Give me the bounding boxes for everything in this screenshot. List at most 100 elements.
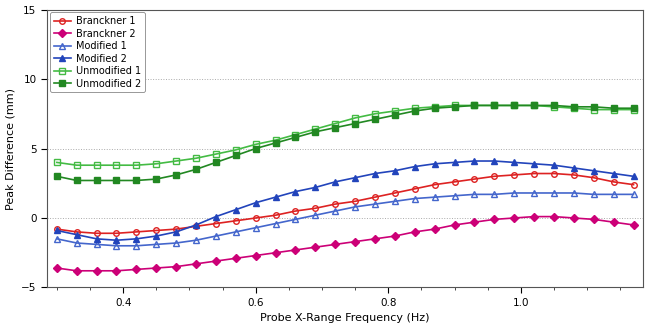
- Y-axis label: Peak Difference (mm): Peak Difference (mm): [6, 88, 16, 210]
- Branckner 1: [212, 221, 220, 225]
- Modified 1: [570, 191, 578, 195]
- Branckner 2: [550, 215, 558, 218]
- Unmodified 1: [590, 108, 598, 112]
- Branckner 1: [491, 174, 498, 178]
- Branckner 2: [312, 245, 319, 249]
- Unmodified 1: [113, 163, 121, 167]
- Unmodified 2: [291, 136, 299, 139]
- Branckner 1: [431, 183, 439, 187]
- Unmodified 1: [232, 148, 239, 152]
- Unmodified 1: [570, 106, 578, 110]
- Line: Modified 2: Modified 2: [54, 158, 636, 243]
- Unmodified 1: [53, 161, 61, 164]
- Unmodified 1: [471, 103, 478, 107]
- Unmodified 2: [212, 161, 220, 164]
- Branckner 1: [609, 180, 617, 184]
- Branckner 1: [351, 199, 359, 203]
- Branckner 2: [371, 237, 379, 241]
- Modified 2: [530, 162, 538, 166]
- Unmodified 2: [272, 141, 280, 145]
- Legend: Branckner 1, Branckner 2, Modified 1, Modified 2, Unmodified 1, Unmodified 2: Branckner 1, Branckner 2, Modified 1, Mo…: [50, 13, 145, 92]
- Unmodified 2: [53, 174, 61, 178]
- Modified 2: [411, 164, 419, 168]
- Branckner 1: [192, 224, 200, 228]
- Modified 2: [113, 238, 121, 242]
- Branckner 1: [530, 171, 538, 175]
- Unmodified 2: [391, 113, 398, 117]
- Modified 1: [113, 244, 121, 248]
- Modified 1: [530, 191, 538, 195]
- Unmodified 1: [411, 106, 419, 110]
- Branckner 2: [411, 230, 419, 234]
- Modified 1: [291, 217, 299, 221]
- Modified 1: [590, 192, 598, 196]
- Unmodified 1: [332, 121, 339, 125]
- Modified 1: [550, 191, 558, 195]
- Branckner 2: [431, 227, 439, 231]
- Branckner 1: [291, 209, 299, 213]
- Unmodified 2: [252, 146, 260, 150]
- Branckner 2: [172, 265, 180, 268]
- Unmodified 2: [153, 177, 160, 181]
- Modified 1: [312, 213, 319, 217]
- Modified 1: [53, 237, 61, 241]
- Modified 1: [471, 192, 478, 196]
- Modified 2: [212, 215, 220, 218]
- Modified 2: [172, 230, 180, 234]
- Unmodified 1: [192, 156, 200, 160]
- Modified 1: [510, 191, 518, 195]
- Modified 1: [450, 194, 458, 198]
- Modified 2: [232, 208, 239, 212]
- Unmodified 2: [73, 179, 80, 183]
- Unmodified 2: [550, 103, 558, 107]
- Modified 2: [450, 161, 458, 164]
- Modified 2: [609, 171, 617, 175]
- Branckner 1: [371, 195, 379, 199]
- Modified 2: [590, 169, 598, 173]
- Unmodified 1: [351, 116, 359, 120]
- Unmodified 1: [491, 103, 498, 107]
- Modified 1: [431, 195, 439, 199]
- Branckner 1: [332, 202, 339, 206]
- Branckner 2: [491, 217, 498, 221]
- Branckner 2: [391, 234, 398, 238]
- Unmodified 2: [172, 173, 180, 177]
- Modified 2: [491, 159, 498, 163]
- Modified 2: [471, 159, 478, 163]
- Branckner 2: [232, 256, 239, 260]
- Modified 2: [93, 237, 101, 241]
- Branckner 1: [450, 180, 458, 184]
- Modified 1: [332, 209, 339, 213]
- Modified 2: [291, 190, 299, 193]
- Modified 1: [609, 192, 617, 196]
- Branckner 1: [172, 227, 180, 231]
- Modified 2: [332, 180, 339, 184]
- Modified 2: [252, 201, 260, 205]
- Branckner 1: [570, 173, 578, 177]
- Branckner 1: [510, 173, 518, 177]
- Modified 2: [73, 233, 80, 237]
- Modified 1: [272, 221, 280, 225]
- Unmodified 2: [570, 105, 578, 109]
- Modified 2: [570, 166, 578, 170]
- Modified 2: [391, 169, 398, 173]
- Branckner 2: [630, 223, 637, 227]
- Modified 1: [153, 242, 160, 246]
- Branckner 2: [212, 259, 220, 263]
- Line: Branckner 1: Branckner 1: [54, 171, 636, 236]
- Branckner 1: [550, 171, 558, 175]
- Modified 2: [312, 186, 319, 190]
- Unmodified 2: [530, 103, 538, 107]
- Line: Unmodified 2: Unmodified 2: [54, 103, 636, 183]
- Unmodified 1: [550, 105, 558, 109]
- Unmodified 1: [609, 108, 617, 112]
- Unmodified 2: [332, 126, 339, 130]
- Branckner 2: [53, 266, 61, 270]
- Modified 2: [351, 176, 359, 180]
- Unmodified 1: [530, 103, 538, 107]
- Branckner 2: [192, 262, 200, 266]
- Unmodified 2: [471, 103, 478, 107]
- Branckner 2: [450, 223, 458, 227]
- Modified 1: [351, 205, 359, 209]
- Modified 2: [630, 174, 637, 178]
